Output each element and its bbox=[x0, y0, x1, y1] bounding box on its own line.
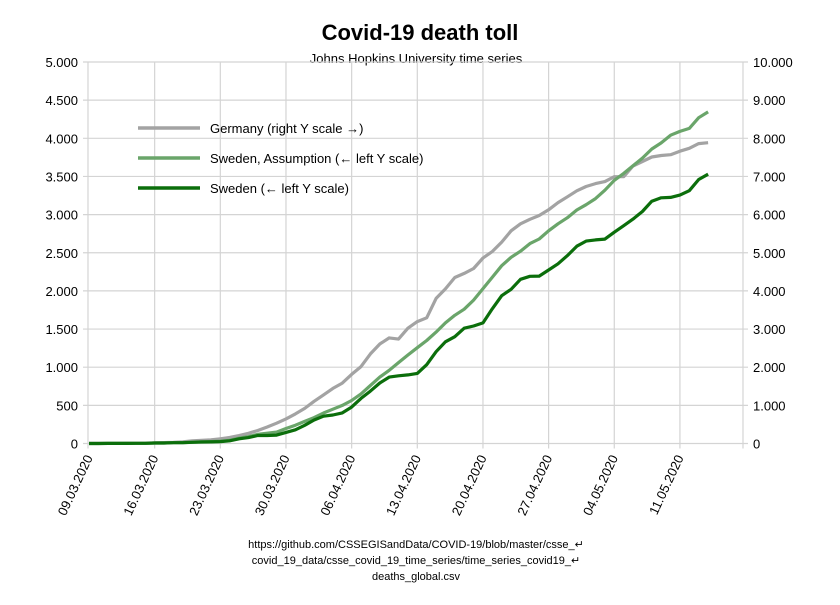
right-y-tick-label: 2.000 bbox=[753, 360, 786, 375]
left-y-tick-label: 4.000 bbox=[45, 131, 78, 146]
left-y-tick-label: 2.500 bbox=[45, 246, 78, 261]
left-y-tick-label: 2.000 bbox=[45, 284, 78, 299]
right-y-tick-label: 6.000 bbox=[753, 208, 786, 223]
left-y-tick-label: 3.500 bbox=[45, 169, 78, 184]
right-y-tick-label: 0 bbox=[753, 437, 760, 452]
source-note: https://github.com/CSSEGISandData/COVID-… bbox=[248, 539, 584, 583]
x-axis: 09.03.2020 16.03.2020 23.03.2020 30.03.2020… bbox=[55, 452, 687, 517]
right-y-tick-label: 5.000 bbox=[753, 246, 786, 261]
x-tick-label: 04.05.2020 bbox=[580, 452, 621, 517]
right-y-tick-label: 1.000 bbox=[753, 398, 786, 413]
legend-label: Germany (right Y scale →) bbox=[210, 121, 363, 136]
x-tick-label: 11.05.2020 bbox=[646, 452, 687, 516]
x-tick-label: 09.03.2020 bbox=[55, 452, 96, 517]
x-tick-label: 06.04.2020 bbox=[317, 452, 358, 517]
grid bbox=[83, 61, 748, 449]
legend-label: Sweden, Assumption (← left Y scale) bbox=[210, 151, 423, 166]
left-y-tick-label: 500 bbox=[56, 398, 78, 413]
right-y-axis: 0 1.000 2.000 3.000 4.000 5.000 6.000 7.000 8.00… bbox=[753, 55, 793, 452]
left-y-tick-label: 0 bbox=[71, 437, 78, 452]
right-y-tick-label: 7.000 bbox=[753, 169, 786, 184]
x-tick-label: 23.03.2020 bbox=[186, 452, 227, 517]
legend-label: Sweden (← left Y scale) bbox=[210, 181, 349, 196]
source-line: deaths_global.csv bbox=[372, 571, 461, 583]
left-y-tick-label: 5.000 bbox=[45, 55, 78, 70]
left-y-tick-label: 3.000 bbox=[45, 208, 78, 223]
series-line-2 bbox=[89, 172, 709, 446]
chart-subtitle: Johns Hopkins University time series bbox=[310, 51, 523, 66]
left-y-tick-label: 1.000 bbox=[45, 360, 78, 375]
left-y-tick-label: 4.500 bbox=[45, 93, 78, 108]
left-y-tick-label: 1.500 bbox=[45, 322, 78, 337]
chart-title: Covid-19 death toll bbox=[322, 20, 519, 45]
right-y-tick-label: 3.000 bbox=[753, 322, 786, 337]
x-tick-label: 13.04.2020 bbox=[383, 452, 424, 517]
x-tick-label: 16.03.2020 bbox=[120, 452, 161, 517]
x-tick-label: 20.04.2020 bbox=[449, 452, 490, 517]
series-lines bbox=[89, 110, 709, 446]
right-y-tick-label: 4.000 bbox=[753, 284, 786, 299]
source-line: covid_19_data/csse_covid_19_time_series/… bbox=[252, 555, 580, 567]
legend: Germany (right Y scale →) Sweden, Assumpt… bbox=[138, 121, 423, 196]
right-y-tick-label: 8.000 bbox=[753, 131, 786, 146]
left-y-axis: 0 500 1.000 1.500 2.000 2.500 3.000 3.500 4.000 4… bbox=[45, 55, 78, 452]
right-y-tick-label: 10.000 bbox=[753, 55, 793, 70]
x-tick-label: 30.03.2020 bbox=[252, 452, 293, 517]
right-y-tick-label: 9.000 bbox=[753, 93, 786, 108]
x-tick-label: 27.04.2020 bbox=[514, 452, 555, 517]
source-line: https://github.com/CSSEGISandData/COVID-… bbox=[248, 539, 584, 551]
